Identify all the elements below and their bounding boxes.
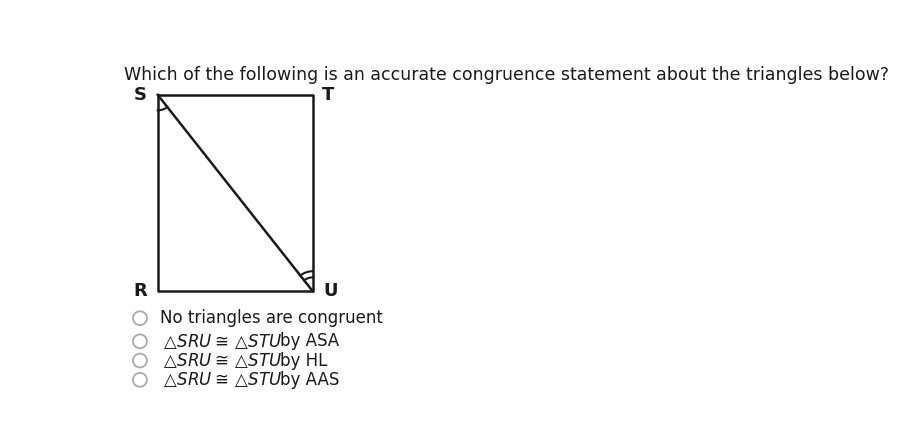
Text: by HL: by HL xyxy=(280,352,328,370)
Text: by AAS: by AAS xyxy=(280,371,340,389)
Text: U: U xyxy=(323,282,338,300)
Text: No triangles are congruent: No triangles are congruent xyxy=(160,309,383,327)
Text: $\triangle\!\mathit{SRU} \cong \triangle\!\mathit{STU}$: $\triangle\!\mathit{SRU} \cong \triangle… xyxy=(160,370,283,389)
Text: $\triangle\!\mathit{SRU} \cong \triangle\!\mathit{STU}$: $\triangle\!\mathit{SRU} \cong \triangle… xyxy=(160,351,283,370)
Text: by ASA: by ASA xyxy=(280,332,339,350)
Text: $\triangle\!\mathit{SRU} \cong \triangle\!\mathit{STU}$: $\triangle\!\mathit{SRU} \cong \triangle… xyxy=(160,332,283,351)
Text: T: T xyxy=(322,86,334,104)
Text: R: R xyxy=(134,282,147,300)
Text: Which of the following is an accurate congruence statement about the triangles b: Which of the following is an accurate co… xyxy=(124,67,890,85)
Text: S: S xyxy=(134,86,147,104)
